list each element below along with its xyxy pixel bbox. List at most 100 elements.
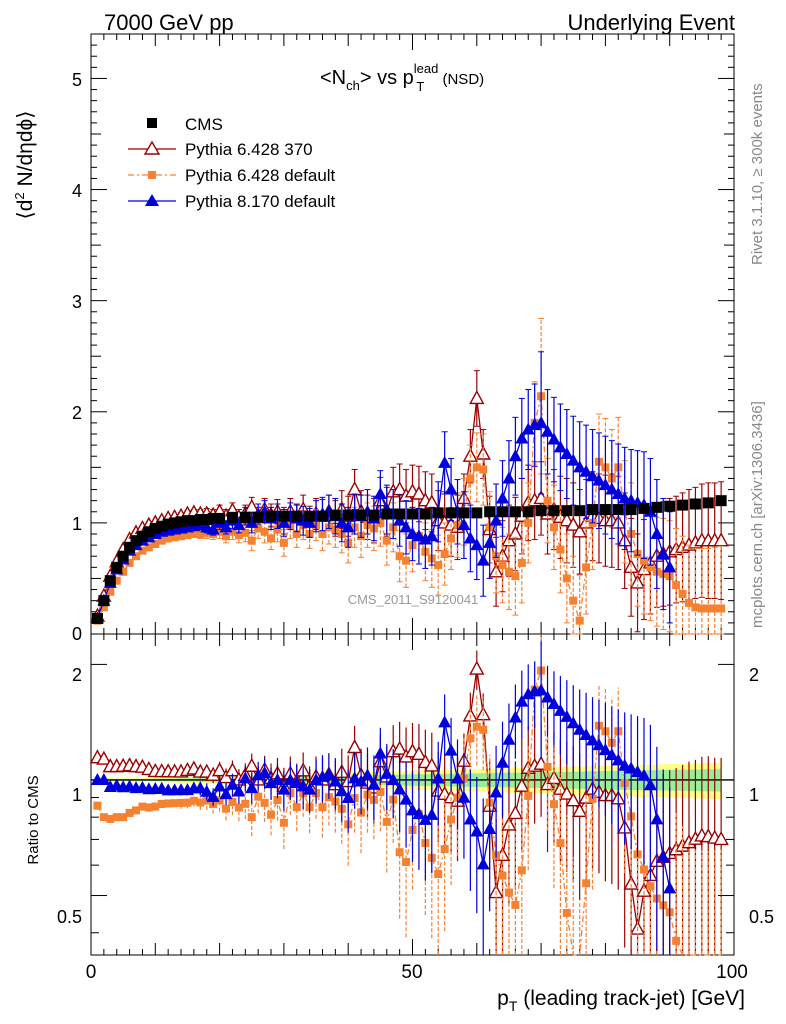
ratio-point bbox=[605, 748, 619, 761]
ratio-point bbox=[215, 796, 224, 805]
legend-label-py6-370: Pythia 6.428 370 bbox=[185, 140, 313, 159]
ratio-point bbox=[241, 799, 250, 808]
mcplots-label: mcplots.cern.ch [arXiv:1306.3436] bbox=[749, 401, 766, 628]
data-point bbox=[710, 604, 719, 613]
ratio-point bbox=[279, 818, 288, 827]
data-point bbox=[219, 520, 233, 533]
data-point bbox=[136, 530, 148, 542]
ratio-point bbox=[549, 800, 558, 809]
ratio-point bbox=[511, 900, 520, 909]
ratio-point bbox=[97, 772, 111, 785]
data-point bbox=[157, 536, 166, 545]
ratio-point bbox=[318, 803, 327, 812]
data-point bbox=[582, 563, 591, 572]
data-point bbox=[560, 447, 574, 459]
ratio-point bbox=[637, 768, 651, 781]
ratio-point bbox=[639, 865, 648, 874]
data-point bbox=[91, 612, 103, 624]
ratio-point bbox=[144, 803, 153, 812]
ratio-ytick-label-05: 0.5 bbox=[57, 907, 82, 927]
main-ytick-label-1: 1 bbox=[72, 514, 82, 534]
ratio-point bbox=[258, 766, 272, 779]
data-point bbox=[335, 515, 349, 528]
ratio-point bbox=[402, 858, 411, 867]
ratio-point bbox=[96, 750, 112, 765]
ratio-point bbox=[151, 802, 160, 811]
data-point bbox=[521, 422, 535, 435]
data-point bbox=[151, 540, 160, 548]
rivet-label: Rivet 3.1.10, ≥ 300k events bbox=[749, 83, 766, 265]
data-point bbox=[457, 518, 471, 531]
ratio-point bbox=[93, 801, 102, 810]
data-point bbox=[106, 587, 115, 596]
ratio-point bbox=[444, 743, 458, 756]
data-point bbox=[561, 505, 573, 517]
ratio-point bbox=[391, 740, 408, 755]
ratio-point bbox=[200, 784, 214, 797]
data-point bbox=[329, 509, 341, 521]
ratio-point bbox=[479, 725, 488, 734]
data-point bbox=[611, 487, 625, 499]
ratio-point bbox=[354, 774, 368, 787]
ratio-point bbox=[472, 722, 481, 731]
ratio-point bbox=[254, 792, 263, 801]
legend-marker-py6-default bbox=[148, 171, 156, 179]
data-point bbox=[574, 505, 586, 517]
data-point bbox=[684, 598, 693, 607]
legend-marker-cms bbox=[147, 118, 157, 128]
ratio-point bbox=[183, 798, 192, 807]
data-point bbox=[214, 512, 226, 524]
data-point bbox=[445, 507, 457, 519]
data-point bbox=[277, 515, 291, 528]
data-point bbox=[489, 513, 503, 526]
ratio-point bbox=[565, 792, 581, 807]
data-point bbox=[278, 510, 290, 522]
ratio-ytick-label-2-right: 2 bbox=[749, 665, 759, 685]
ratio-point bbox=[238, 771, 252, 784]
data-point bbox=[463, 531, 477, 544]
data-point bbox=[291, 510, 303, 522]
ratio-point bbox=[125, 808, 134, 817]
ratio-ytick-label-1: 1 bbox=[72, 785, 82, 805]
data-point bbox=[355, 509, 367, 521]
data-point bbox=[418, 532, 432, 545]
ratio-point bbox=[260, 798, 269, 807]
ratio-point bbox=[562, 908, 571, 917]
ratio-point bbox=[489, 785, 503, 798]
data-point bbox=[472, 463, 481, 472]
series-cms bbox=[91, 495, 727, 624]
data-point bbox=[447, 534, 456, 543]
data-point bbox=[111, 561, 123, 573]
data-point bbox=[498, 561, 507, 570]
main-ytick-label-5: 5 bbox=[72, 70, 82, 90]
series-line-py6-default bbox=[96, 396, 722, 621]
data-point bbox=[425, 529, 439, 542]
ratio-point bbox=[438, 715, 452, 728]
data-point bbox=[562, 574, 571, 583]
y-axis-label: ⟨d2 N/dηdϕ⟩ bbox=[12, 111, 37, 220]
data-point bbox=[715, 495, 727, 507]
ratio-point bbox=[418, 812, 432, 825]
main-ytick-label-0: 0 bbox=[72, 624, 82, 644]
ratio-point bbox=[283, 772, 297, 785]
data-point bbox=[553, 440, 567, 453]
data-point bbox=[162, 518, 174, 530]
data-point bbox=[132, 552, 141, 561]
ratio-point bbox=[177, 798, 186, 807]
ratio-ytick-label-2: 2 bbox=[72, 665, 82, 685]
data-point bbox=[368, 509, 380, 521]
analysis-watermark: CMS_2011_S9120041 bbox=[348, 592, 479, 607]
ratio-point bbox=[132, 806, 141, 815]
data-point bbox=[677, 499, 689, 511]
header-left: 7000 GeV pp bbox=[104, 10, 234, 35]
main-ytick-label-3: 3 bbox=[72, 292, 82, 312]
ratio-point bbox=[164, 799, 173, 808]
data-point bbox=[511, 572, 520, 581]
ratio-point bbox=[386, 772, 400, 785]
data-point bbox=[265, 510, 277, 522]
main-ytick-label-2: 2 bbox=[72, 403, 82, 423]
data-point bbox=[592, 473, 606, 486]
ratio-point bbox=[623, 875, 639, 890]
legend-label-cms: CMS bbox=[185, 115, 223, 134]
data-point bbox=[507, 525, 524, 540]
